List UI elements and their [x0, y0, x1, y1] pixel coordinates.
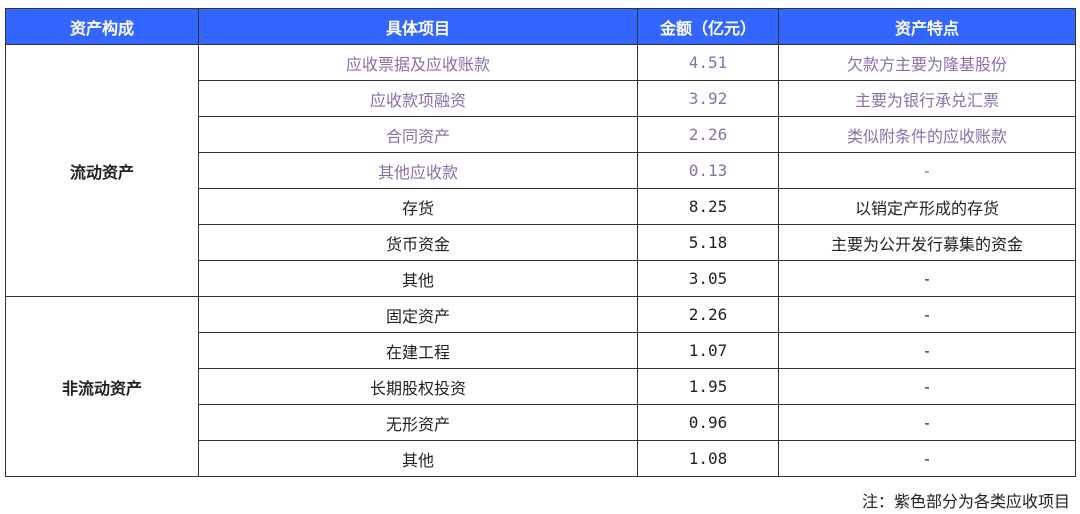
feature-cell: - — [778, 296, 1076, 333]
item-cell: 货币资金 — [198, 224, 638, 261]
feature-cell: - — [778, 260, 1076, 297]
item-cell: 长期股权投资 — [198, 368, 638, 405]
amount-cell: 1.95 — [637, 368, 779, 405]
asset-table: 资产构成 具体项目 金额（亿元） 资产特点 流动资产 应收票据及应收账款 4.51 欠… — [5, 8, 1076, 477]
header-item: 具体项目 — [198, 8, 638, 45]
table-row: 流动资产 应收票据及应收账款 4.51 欠款方主要为隆基股份 — [5, 44, 1076, 297]
amount-cell: 0.96 — [637, 404, 779, 441]
amount-cell: 0.13 — [637, 152, 779, 189]
item-cell: 合同资产 — [198, 116, 638, 153]
table-row: 在建工程 1.07- — [6, 332, 1076, 369]
feature-cell: - — [778, 332, 1076, 369]
table-row: 合同资产 2.26 类似附条件的应收账款 — [6, 116, 1076, 153]
footnote: 注：紫色部分为各类应收项目 — [861, 492, 1070, 511]
feature-cell: - — [778, 368, 1076, 405]
header-feature: 资产特点 — [778, 8, 1076, 45]
feature-cell: 主要为银行承兑汇票 — [778, 80, 1076, 117]
table-body: 流动资产 应收票据及应收账款 4.51 欠款方主要为隆基股份 应收款项融资 3.92 主要为… — [5, 44, 1076, 477]
table-row: 其他应收款 0.13- — [6, 152, 1076, 189]
amount-cell: 8.25 — [637, 188, 779, 225]
item-cell: 固定资产 — [198, 296, 638, 333]
feature-cell: 以销定产形成的存货 — [778, 188, 1076, 225]
table-row: 应收款项融资 3.92 主要为银行承兑汇票 — [6, 80, 1076, 117]
feature-cell: 欠款方主要为隆基股份 — [778, 44, 1076, 81]
table-row: 非流动资产 固定资产 2.26- — [5, 296, 1076, 477]
item-cell: 无形资产 — [198, 404, 638, 441]
feature-cell: - — [778, 440, 1076, 477]
item-cell: 其他应收款 — [198, 152, 638, 189]
amount-cell: 5.18 — [637, 224, 779, 261]
amount-cell: 2.26 — [637, 116, 779, 153]
table-row: 其他 1.08- — [6, 440, 1076, 477]
header-row: 资产构成 具体项目 金额（亿元） 资产特点 — [5, 8, 1076, 45]
table-row: 无形资产 0.96- — [6, 404, 1076, 441]
header-amount: 金额（亿元） — [637, 8, 779, 45]
amount-cell: 3.92 — [637, 80, 779, 117]
amount-cell: 1.08 — [637, 440, 779, 477]
item-cell: 其他 — [198, 260, 638, 297]
feature-cell: - — [778, 152, 1076, 189]
item-cell: 在建工程 — [198, 332, 638, 369]
table-row: 其他 3.05- — [6, 260, 1076, 297]
table-row: 存货 8.25 以销定产形成的存货 — [6, 188, 1076, 225]
amount-cell: 2.26 — [637, 296, 779, 333]
category-cell: 非流动资产 — [5, 296, 199, 477]
table-row: 长期股权投资 1.95- — [6, 368, 1076, 405]
item-cell: 其他 — [198, 440, 638, 477]
amount-cell: 4.51 — [637, 44, 779, 81]
item-cell: 应收款项融资 — [198, 80, 638, 117]
header-category: 资产构成 — [5, 8, 199, 45]
item-cell: 存货 — [198, 188, 638, 225]
feature-cell: - — [778, 404, 1076, 441]
feature-cell: 主要为公开发行募集的资金 — [778, 224, 1076, 261]
amount-cell: 3.05 — [637, 260, 779, 297]
item-cell: 应收票据及应收账款 — [198, 44, 638, 81]
amount-cell: 1.07 — [637, 332, 779, 369]
category-cell: 流动资产 — [5, 44, 199, 297]
feature-cell: 类似附条件的应收账款 — [778, 116, 1076, 153]
